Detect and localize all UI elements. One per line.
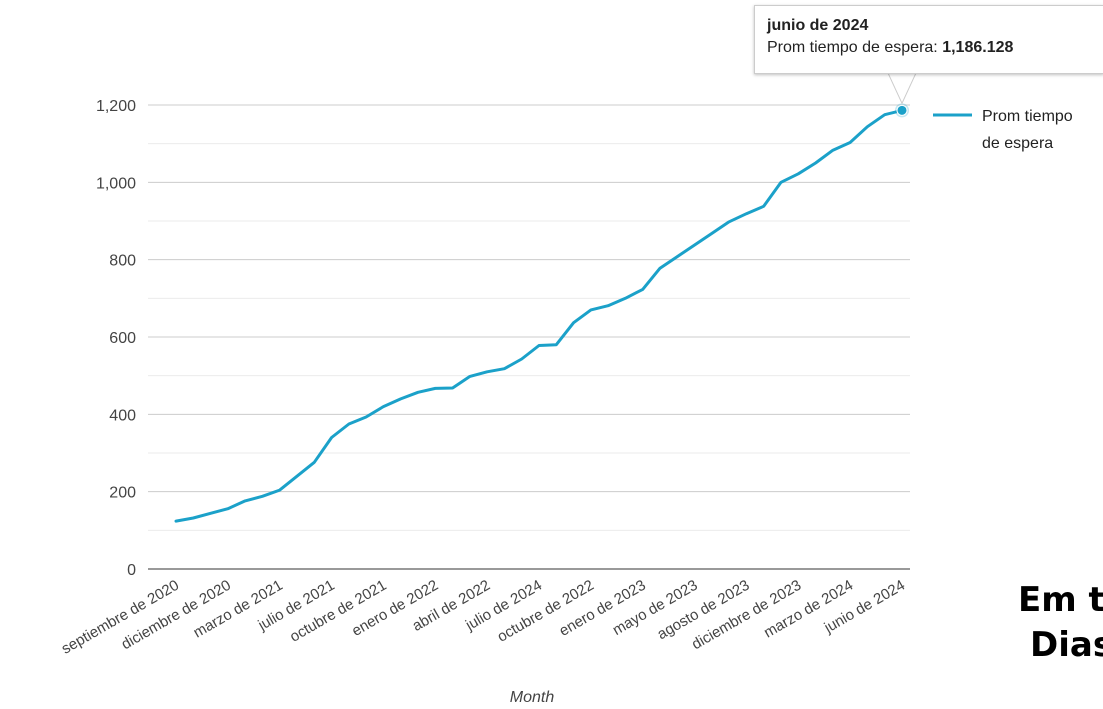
series-layer xyxy=(174,72,917,523)
y-tick-label: 400 xyxy=(109,407,136,424)
tooltip-value: 1,186.128 xyxy=(942,39,1014,56)
x-axis-title: Month xyxy=(510,689,555,706)
tooltip-title: junio de 2024 xyxy=(767,17,869,34)
legend-label-line2: de espera xyxy=(982,135,1053,152)
tooltip-line: Prom tiempo de espera: 1,186.128 xyxy=(767,36,1091,60)
overlay-text-line2: Dias xyxy=(1030,625,1103,665)
tooltip-label: Prom tiempo de espera: xyxy=(767,39,943,56)
y-tick-label: 0 xyxy=(127,562,136,579)
y-tick-label: 1,000 xyxy=(96,175,136,192)
y-tick-label: 200 xyxy=(109,485,136,502)
data-point-highlight[interactable] xyxy=(896,104,908,116)
y-axis-ticks: 0 200 400 600 800 1,000 1,200 xyxy=(96,98,136,579)
legend[interactable]: Prom tiempo de espera xyxy=(933,108,1073,152)
y-tick-label: 800 xyxy=(109,253,136,270)
tooltip-pointer xyxy=(887,72,917,105)
series-line[interactable] xyxy=(174,108,904,523)
tooltip: junio de 2024 Prom tiempo de espera: 1,1… xyxy=(754,5,1103,74)
legend-label-line1: Prom tiempo xyxy=(982,108,1073,125)
y-tick-label: 1,200 xyxy=(96,98,136,115)
overlay-text-line1: Em t xyxy=(1018,580,1103,620)
y-tick-label: 600 xyxy=(109,330,136,347)
